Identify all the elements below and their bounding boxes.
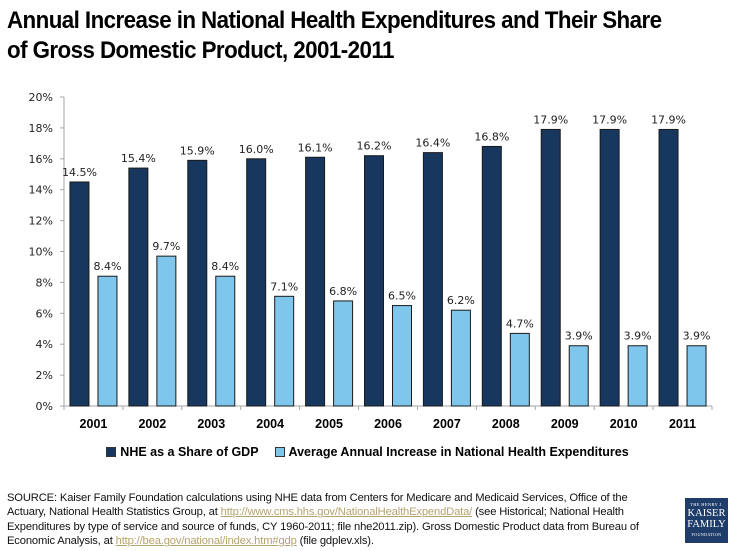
x-category-label: 2006 [374,417,402,431]
chart-bars [69,128,707,407]
source-text-2: (see Historical; National Health Expendi… [7,506,639,548]
y-tick-label: 20% [29,91,53,104]
data-label: 3.9% [565,330,593,343]
x-category-label: 2008 [492,417,520,431]
logo-line: KAISER [687,508,726,519]
x-category-label: 2001 [80,417,108,431]
legend-item-nhe-share-gdp: NHE as a Share of GDP [106,445,259,459]
y-tick-label: 14% [29,184,53,197]
data-label: 3.9% [683,330,711,343]
data-label: 8.4% [93,260,121,273]
y-tick-label: 0% [36,400,53,413]
data-label: 16.1% [298,141,333,154]
bar-avg-annual-increase [627,345,648,407]
data-label: 17.9% [592,113,627,126]
bar-nhe-share-gdp [246,158,267,407]
y-tick-label: 6% [36,307,53,320]
bar-nhe-share-gdp [305,156,326,407]
y-tick-label: 16% [29,153,53,166]
legend-label: NHE as a Share of GDP [120,445,259,459]
source-note: SOURCE: Kaiser Family Foundation calcula… [7,491,662,549]
data-label: 4.7% [506,317,534,330]
x-category-label: 2003 [197,417,225,431]
y-tick-label: 8% [36,276,53,289]
legend-item-avg-annual-increase: Average Annual Increase in National Heal… [274,445,629,459]
data-label: 15.9% [180,144,215,157]
cms-link[interactable]: http://www.cms.hhs.gov/NationalHealthExp… [220,506,473,519]
data-label: 16.4% [415,137,450,150]
x-category-label: 2005 [315,417,343,431]
bar-nhe-share-gdp [364,155,384,407]
bar-avg-annual-increase [450,309,471,407]
bar-avg-annual-increase [686,345,707,407]
bar-nhe-share-gdp [69,181,90,407]
x-category-label: 2009 [551,417,579,431]
y-tick-label: 2% [36,369,53,382]
legend-swatch-dark [106,447,117,457]
bar-nhe-share-gdp [128,167,149,407]
data-label: 6.8% [329,285,357,298]
data-label: 9.7% [152,240,180,253]
x-category-label: 2007 [433,417,461,431]
data-label: 17.9% [651,113,686,126]
logo-line: THE HENRY J. [690,502,723,507]
x-category-label: 2002 [138,417,166,431]
bar-nhe-share-gdp [540,128,561,407]
chart-legend: NHE as a Share of GDP Average Annual Inc… [0,445,735,459]
bar-avg-annual-increase [509,332,530,407]
chart-title: Annual Increase in National Health Expen… [7,7,662,64]
bar-avg-annual-increase [333,300,354,407]
bar-avg-annual-increase [392,305,412,407]
data-label: 6.5% [388,290,416,303]
data-label: 15.4% [121,152,156,165]
data-label: 8.4% [211,260,239,273]
x-category-label: 2010 [610,417,638,431]
bar-avg-annual-increase [156,255,177,407]
source-text-3: (file gdplev.xls). [296,535,374,548]
bar-avg-annual-increase [97,275,118,407]
y-tick-label: 4% [36,338,53,351]
chart-axes: 0% 2% 4% 6% 8% 10% 12% 14% 16% 18% 20% [29,91,713,413]
legend-swatch-light [274,447,285,457]
data-label: 17.9% [533,113,568,126]
bar-nhe-share-gdp [422,152,443,407]
x-category-label: 2011 [669,417,696,431]
bea-link[interactable]: http://bea.gov/national/index.htm#gdp [115,535,297,548]
logo-line: FAMILY [687,519,726,530]
data-label: 14.5% [62,166,97,179]
legend-label: Average Annual Increase in National Heal… [288,445,629,459]
data-label: 16.0% [239,143,274,156]
data-label: 6.2% [447,294,475,307]
chart-labels: 14.5% 8.4% 2001 15.4% 9.7% 2002 15.9% 8.4% 2003 1… [62,113,711,431]
data-label: 16.8% [474,130,509,143]
data-label: 16.2% [357,140,392,153]
source-text-1: SOURCE: Kaiser Family Foundation calcula… [7,492,628,519]
logo-line: FOUNDATION [691,532,722,537]
bar-nhe-share-gdp [599,128,620,407]
bar-avg-annual-increase [274,295,295,407]
kaiser-family-foundation-logo: THE HENRY J. KAISER FAMILY FOUNDATION [685,498,728,543]
y-tick-label: 12% [29,215,53,228]
x-category-label: 2004 [256,417,284,431]
y-tick-label: 10% [29,246,53,259]
data-label: 7.1% [270,280,298,293]
bar-nhe-share-gdp [481,145,502,407]
bar-avg-annual-increase [568,345,589,407]
bar-nhe-share-gdp [658,128,679,407]
data-label: 3.9% [624,330,652,343]
bar-chart: 0% 2% 4% 6% 8% 10% 12% 14% 16% 18% 20% 14.5% 8.4% 20… [29,91,713,431]
bar-nhe-share-gdp [187,159,208,407]
y-tick-label: 18% [29,122,53,135]
bar-avg-annual-increase [215,275,236,407]
